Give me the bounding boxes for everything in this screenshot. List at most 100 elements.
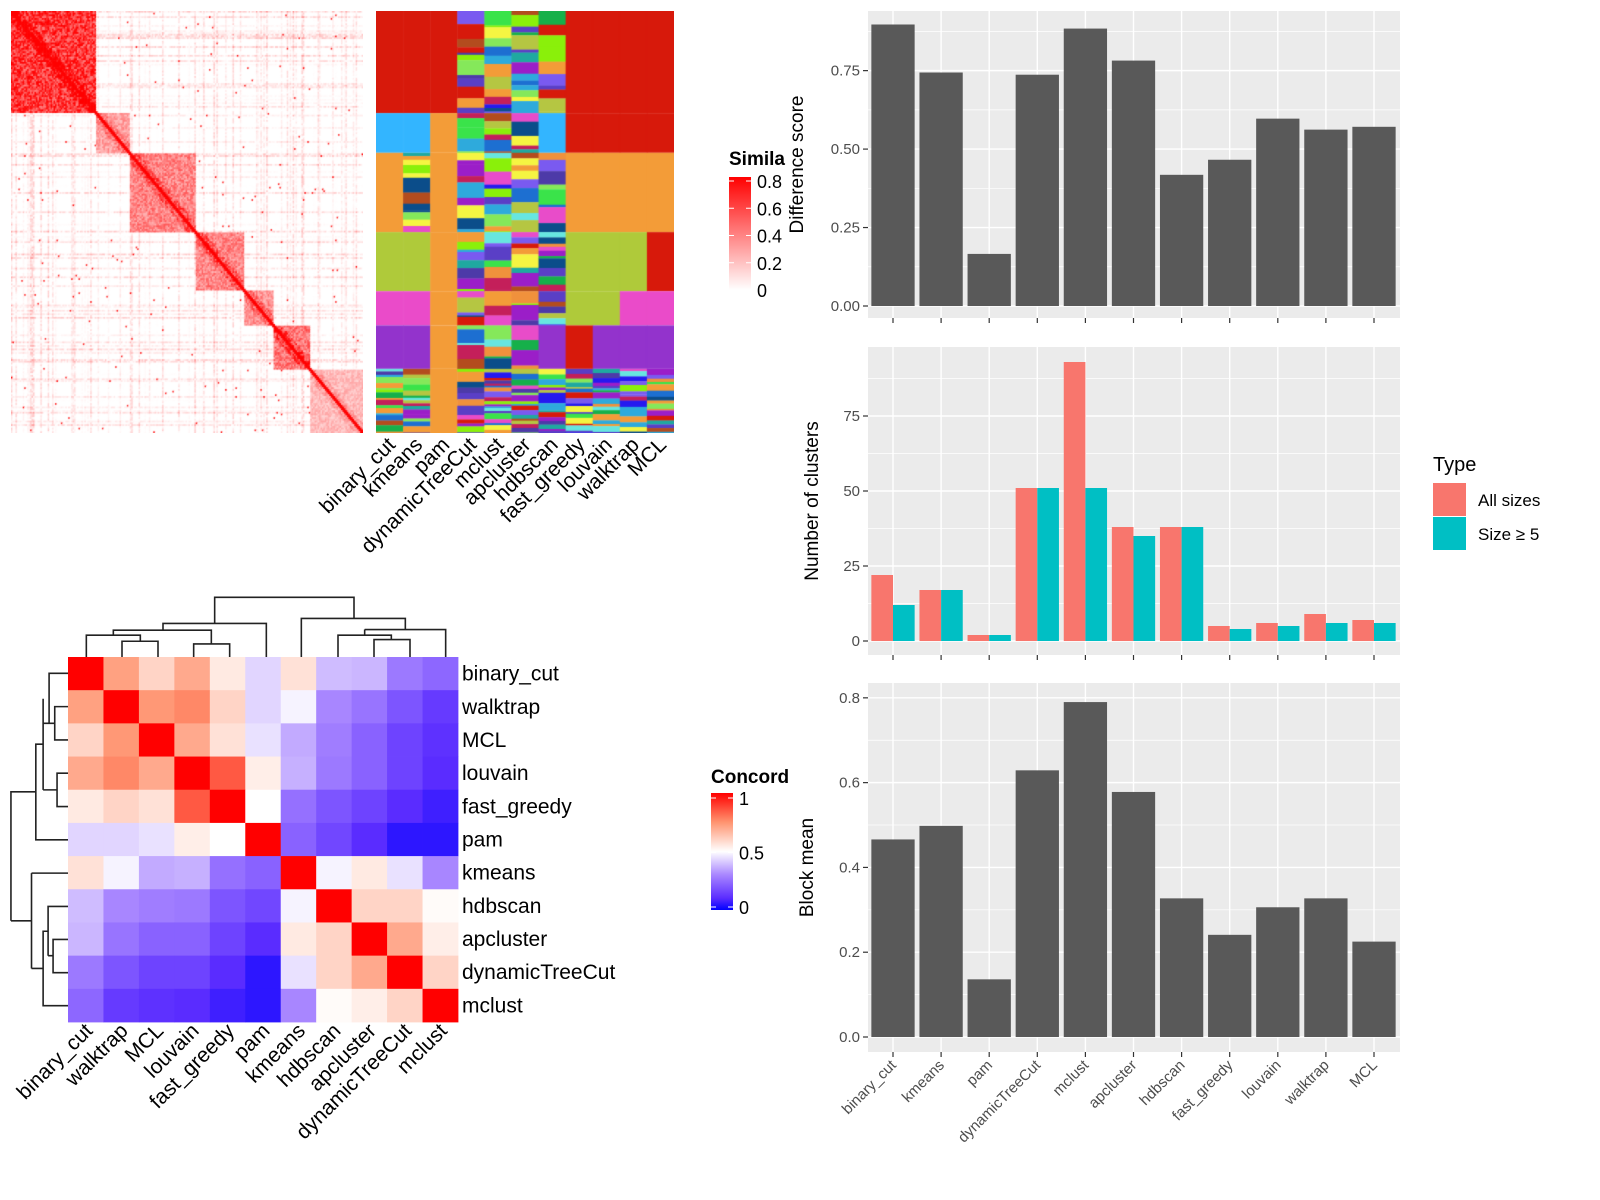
concordance-cell xyxy=(316,822,353,857)
x-tick-label: louvain xyxy=(1239,1057,1285,1103)
y-tick-label: 0.00 xyxy=(831,298,860,315)
concordance-cell xyxy=(103,723,140,757)
x-tick-label: walktrap xyxy=(1281,1057,1333,1109)
concordance-cell xyxy=(387,690,423,724)
bar xyxy=(1352,126,1396,306)
concordance-cell xyxy=(174,856,211,890)
concordance-row-label: apcluster xyxy=(462,928,547,951)
concordance-cell xyxy=(316,756,353,791)
concordance-cell xyxy=(174,822,211,857)
concordance-cell xyxy=(174,988,211,1023)
legend-label-all-sizes: All sizes xyxy=(1478,491,1540,510)
concordance-cell xyxy=(280,756,317,791)
y-axis-title: Number of clusters xyxy=(802,421,823,580)
concordance-heatmap xyxy=(68,657,459,1023)
concordance-cell xyxy=(68,889,104,923)
concordance-cell xyxy=(174,922,211,957)
concordance-cell xyxy=(422,889,459,923)
concordance-cell xyxy=(209,856,246,890)
concordance-cell xyxy=(280,988,317,1023)
y-tick-label: 75 xyxy=(843,408,860,425)
concordance-cell xyxy=(138,657,175,691)
similarity-legend-title: Simila xyxy=(729,149,785,170)
concordance-legend-tick: 0 xyxy=(739,898,749,918)
y-tick-label: 0.8 xyxy=(839,690,860,707)
y-tick-label: 0 xyxy=(852,633,860,650)
concordance-cell xyxy=(316,955,353,990)
concordance-cell xyxy=(103,988,140,1023)
concordance-cell xyxy=(316,723,353,757)
concordance-cell xyxy=(174,723,211,757)
concordance-cell xyxy=(245,723,282,757)
concordance-cell xyxy=(316,889,353,923)
concordance-cell xyxy=(422,756,459,791)
y-tick-label: 0.0 xyxy=(839,1029,860,1046)
bar-all-sizes xyxy=(1352,620,1374,641)
concordance-cell xyxy=(351,690,388,724)
y-axis-title: Block mean xyxy=(797,818,818,917)
concordance-cell xyxy=(68,822,104,857)
concordance-cell xyxy=(245,856,282,890)
bar xyxy=(1256,907,1300,1037)
concordance-cell xyxy=(68,723,104,757)
concordance-cell xyxy=(351,756,388,791)
type-legend-title: Type xyxy=(1433,454,1476,476)
concordance-cell xyxy=(103,789,140,824)
concordance-cell xyxy=(138,822,175,857)
concordance-row-label: mclust xyxy=(462,994,523,1017)
bar xyxy=(1159,898,1204,1037)
x-tick-label: pam xyxy=(963,1057,996,1090)
concordance-cell xyxy=(422,822,459,857)
similarity-heatmap xyxy=(11,11,363,433)
concordance-cell xyxy=(316,690,353,724)
type-legend: Type All sizes Size ≥ 5 xyxy=(1433,454,1540,550)
concordance-row-label: fast_greedy xyxy=(462,795,572,818)
y-tick-label: 0.6 xyxy=(839,775,860,792)
y-tick-label: 0.50 xyxy=(831,141,860,158)
y-axis-title: Difference score xyxy=(787,96,808,234)
concordance-cell xyxy=(316,856,353,890)
bar xyxy=(1208,159,1252,306)
concordance-column-labels: binary_cutwalktrapMCLlouvainfast_greedyp… xyxy=(12,1019,451,1144)
concordance-cell xyxy=(103,856,140,890)
concordance-cell xyxy=(245,889,282,923)
concordance-cell xyxy=(209,690,246,724)
concordance-cell xyxy=(138,955,175,990)
concordance-cell xyxy=(68,789,104,824)
concordance-cell xyxy=(280,723,317,757)
concordance-cell xyxy=(387,988,423,1023)
concordance-cell xyxy=(387,822,423,857)
concordance-cell xyxy=(280,922,317,957)
bar xyxy=(967,253,1011,306)
concordance-row-label: binary_cut xyxy=(462,663,559,686)
concordance-cell xyxy=(387,657,423,691)
concordance-cell xyxy=(351,955,388,990)
concordance-cell xyxy=(245,988,282,1023)
concordance-legend-tick: 0.5 xyxy=(739,844,764,864)
concordance-legend: Concord 1 0.5 0 xyxy=(711,767,789,918)
concordance-cell xyxy=(245,756,282,791)
concordance-cell xyxy=(422,723,459,757)
bar xyxy=(1063,28,1108,307)
concordance-cell xyxy=(351,723,388,757)
concordance-cell xyxy=(103,889,140,923)
similarity-legend-tick: 0.2 xyxy=(757,254,782,274)
concordance-cell xyxy=(68,690,104,724)
concordance-cell xyxy=(174,955,211,990)
concordance-cell xyxy=(245,922,282,957)
concordance-row-labels: binary_cut walktrap MCL louvain fast_greedyp… xyxy=(461,663,615,1018)
concordance-cell xyxy=(209,988,246,1023)
y-tick-label: 25 xyxy=(843,558,860,575)
concordance-cell xyxy=(280,889,317,923)
concordance-cell xyxy=(387,922,423,957)
bar-size-ge-5 xyxy=(1374,623,1396,641)
similarity-column-labels: binary_cutkmeanspamdynamicTreeCutmclusta… xyxy=(315,433,671,558)
concordance-cell xyxy=(103,822,140,857)
concordance-cell xyxy=(245,822,282,857)
bar xyxy=(919,72,963,306)
concordance-cell xyxy=(351,856,388,890)
concordance-cell xyxy=(351,822,388,857)
concordance-cell xyxy=(209,657,246,691)
concordance-cell xyxy=(174,756,211,791)
concordance-row-label: MCL xyxy=(462,729,506,752)
